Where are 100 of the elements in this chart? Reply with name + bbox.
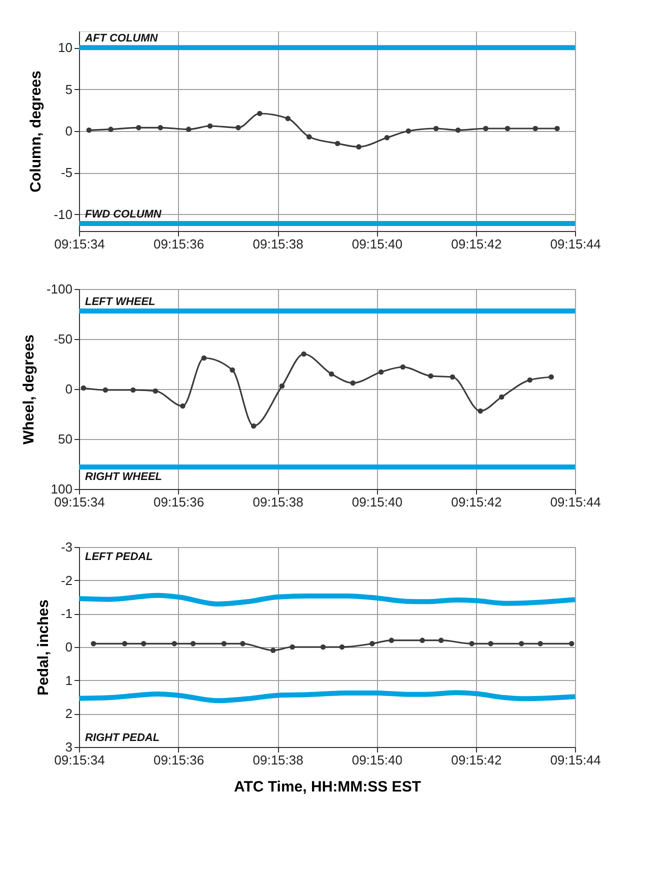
point — [186, 126, 192, 132]
point — [433, 126, 439, 132]
x-tick-label: 09:15:34 — [54, 494, 105, 510]
annotation: RIGHT PEDAL — [85, 732, 160, 744]
point — [568, 641, 574, 646]
point — [230, 367, 236, 373]
y-tick-label: -1 — [60, 606, 72, 622]
x-tick-label: 09:15:42 — [451, 236, 502, 252]
point — [140, 641, 146, 646]
point — [532, 126, 538, 132]
point — [152, 388, 158, 394]
y-axis-title: Column, degrees — [28, 70, 45, 192]
y-tick-label: -5 — [60, 165, 72, 180]
point — [279, 383, 285, 389]
y-tick-label: -2 — [60, 572, 72, 588]
y-tick-label: 100 — [50, 482, 72, 496]
point — [378, 369, 384, 375]
y-tick-label: -100 — [46, 282, 72, 296]
x-tick-label: 09:15:44 — [550, 752, 601, 768]
point — [527, 377, 532, 383]
point — [420, 638, 425, 643]
x-tick-label: 09:15:38 — [252, 236, 304, 252]
ref-line-label: RIGHT WHEEL — [85, 471, 162, 483]
point — [450, 374, 456, 380]
x-tick-label: 09:15:42 — [451, 494, 502, 510]
point — [207, 123, 213, 129]
point — [370, 641, 375, 646]
point — [478, 408, 484, 414]
point — [250, 423, 256, 429]
point — [483, 126, 488, 132]
point — [498, 394, 504, 400]
x-tick-label: 09:15:36 — [153, 752, 204, 768]
point — [180, 403, 186, 409]
x-tick-label: 09:15:40 — [352, 494, 402, 510]
point — [221, 641, 227, 646]
point — [130, 387, 136, 393]
y-tick-label: 0 — [65, 382, 72, 396]
point — [428, 373, 434, 379]
point — [190, 641, 196, 646]
annotation: LEFT PEDAL — [85, 551, 154, 563]
y-tick-label: -3 — [60, 540, 72, 554]
point — [172, 641, 177, 646]
point — [339, 644, 345, 650]
point — [306, 134, 312, 140]
point — [80, 385, 86, 391]
y-tick-label: 3 — [65, 740, 72, 754]
x-tick-label: 09:15:42 — [451, 752, 502, 768]
point — [122, 641, 128, 646]
ref-line-label: AFT COLUMN — [84, 32, 159, 45]
point — [388, 638, 394, 643]
point — [538, 641, 544, 646]
point — [488, 641, 494, 646]
y-axis-title: Wheel, degrees — [20, 334, 38, 445]
y-tick-label: -10 — [54, 206, 72, 222]
point — [320, 644, 326, 650]
x-tick-label: 09:15:36 — [153, 236, 204, 252]
ref-line-label: LEFT WHEEL — [85, 296, 156, 308]
point — [108, 126, 114, 132]
point — [554, 126, 560, 132]
y-tick-label: 0 — [65, 640, 72, 654]
point — [469, 641, 474, 646]
x-tick-label: 09:15:38 — [252, 752, 304, 768]
point — [548, 374, 554, 380]
point — [438, 638, 444, 643]
ref-line-label: FWD COLUMN — [85, 208, 162, 220]
y-tick-label: 2 — [65, 706, 72, 722]
point — [240, 641, 246, 646]
x-tick-label: 09:15:40 — [352, 752, 402, 768]
point — [350, 380, 356, 386]
point — [301, 351, 306, 357]
y-tick-label: -50 — [54, 332, 72, 346]
x-tick-label: 09:15:34 — [54, 752, 105, 768]
point — [455, 128, 461, 133]
point — [328, 371, 334, 377]
point — [158, 125, 164, 130]
y-axis-title: Pedal, inches — [34, 600, 52, 696]
y-tick-label: 5 — [65, 82, 72, 97]
point — [356, 144, 362, 150]
point — [285, 116, 291, 122]
point — [236, 125, 241, 130]
point — [270, 648, 276, 653]
x-tick-label: 09:15:34 — [54, 236, 105, 252]
point — [290, 644, 296, 650]
point — [102, 387, 108, 393]
x-tick-label: 09:15:44 — [550, 236, 601, 252]
y-tick-label: 0 — [65, 124, 72, 138]
x-axis-title: ATC Time, HH:MM:SS EST — [234, 778, 421, 796]
x-tick-label: 09:15:40 — [352, 236, 402, 252]
y-tick-label: 10 — [58, 40, 72, 56]
point — [201, 355, 207, 361]
point — [334, 140, 340, 146]
point — [406, 128, 412, 134]
point — [384, 135, 390, 140]
point — [257, 110, 262, 116]
point — [136, 125, 142, 130]
y-tick-label: 1 — [65, 672, 72, 688]
point — [504, 126, 510, 132]
x-tick-label: 09:15:38 — [252, 494, 304, 510]
point — [86, 128, 92, 133]
point — [518, 641, 524, 646]
